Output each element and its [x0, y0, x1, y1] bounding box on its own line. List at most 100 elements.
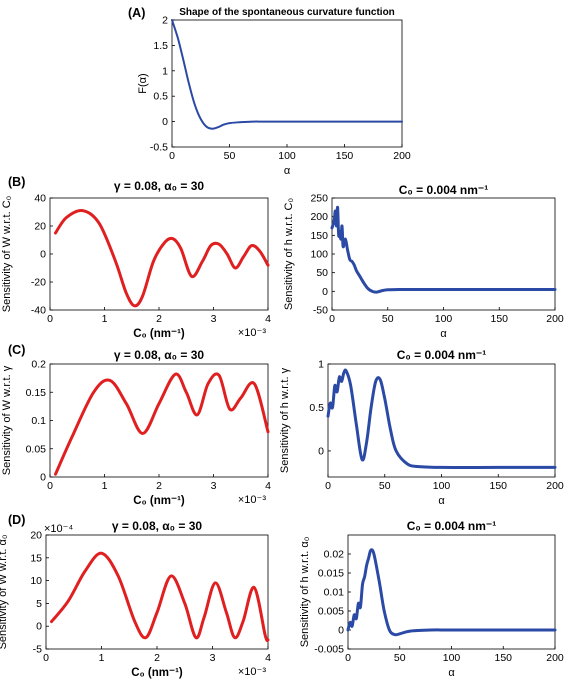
y-tick-label: -40 [31, 305, 46, 317]
y-tick-label: -50 [313, 305, 328, 317]
y-tick-label: 20 [34, 221, 46, 233]
plot-frame [49, 197, 269, 311]
y-axis-label: Sensitivity of h w.r.t. α₀ [299, 537, 311, 648]
x-tick-label: 200 [393, 150, 411, 162]
x-tick-label: 150 [490, 313, 508, 325]
x-tick-label: 2 [156, 313, 162, 325]
chart-c-left: 0 1 2 3 4 0 0.05 0.1 0.15 0.2 γ = 0.08, α₀ = 30 C₀ … [1, 348, 271, 507]
x-axis-label: C₀ (nm⁻¹) [133, 328, 185, 340]
x-tick-label: 150 [489, 480, 507, 492]
y-tick-label: 0 [322, 286, 328, 298]
y-tick-label: 250 [310, 193, 328, 205]
panel-label-d: (D) [8, 513, 25, 527]
y-tick-label: 0 [318, 445, 324, 457]
chart-title: γ = 0.08, α₀ = 30 [114, 348, 205, 362]
y-tick-label: 0 [162, 116, 168, 128]
x-tick-label: 4 [265, 313, 271, 325]
y-axis-label: Sensitivity of W w.r.t. γ [1, 365, 13, 475]
x-tick-label: 100 [433, 480, 451, 492]
y-tick-label: 1 [162, 65, 168, 77]
x-tick-label: 100 [278, 150, 296, 162]
x-exponent-label: ×10⁻³ [238, 494, 266, 506]
x-axis-label: α [438, 495, 445, 507]
chart-title: γ = 0.08, α₀ = 30 [114, 179, 205, 193]
y-tick-label: 100 [310, 249, 328, 261]
series-line [50, 551, 270, 643]
x-tick-label: 0 [325, 480, 331, 492]
y-tick-label: 0 [338, 625, 344, 637]
x-tick-label: 4 [265, 480, 271, 492]
panel-label-b: (B) [8, 175, 25, 189]
x-axis-label: α [284, 165, 291, 177]
chart-d-right: 0 50 100 150 200-0.00500.0050.010.0150.02C₀ … [299, 519, 564, 679]
x-axis-label: α [440, 328, 447, 340]
x-tick-label: 0 [43, 652, 49, 664]
x-tick-label: 50 [394, 652, 406, 664]
chart-b-left: 0 1 2 3 4 -40 -20 0 20 40 γ = 0.08, α₀ = 30 C₀ (nm⁻… [1, 179, 271, 340]
x-exponent-label: ×10⁻³ [238, 327, 266, 339]
y-tick-label: -0.005 [314, 644, 344, 656]
y-tick-label: 0.015 [318, 568, 344, 580]
y-tick-label: 0 [36, 621, 42, 633]
x-tick-label: 1 [102, 313, 108, 325]
x-tick-label: 4 [265, 652, 271, 664]
y-tick-label: 0.05 [26, 443, 47, 455]
x-tick-label: 3 [211, 480, 217, 492]
y-tick-label: 200 [310, 211, 328, 223]
y-tick-label: 5 [36, 598, 42, 610]
x-axis-label: C₀ (nm⁻¹) [133, 495, 185, 507]
y-tick-label: -20 [31, 277, 46, 289]
plot-frame [45, 534, 269, 650]
y-tick-label: 0.5 [153, 91, 168, 103]
panel-label-c: (C) [8, 343, 25, 357]
y-exponent-label: ×10⁻⁴ [44, 523, 73, 535]
y-tick-label: 0.2 [31, 359, 46, 371]
chart-title: Shape of the spontaneous curvature funct… [179, 7, 395, 18]
y-axis-label: Sensitivity of h w.r.t. γ [279, 367, 291, 473]
y-tick-label: 0 [40, 472, 46, 484]
x-tick-label: 3 [210, 652, 216, 664]
y-tick-label: 2 [162, 15, 168, 27]
y-tick-label: 0 [40, 249, 46, 261]
y-tick-label: -5 [33, 644, 42, 656]
series-line [330, 205, 557, 294]
y-tick-label: -0.5 [150, 142, 168, 154]
y-axis-label: F(α) [137, 73, 149, 93]
x-tick-label: 3 [211, 313, 217, 325]
x-tick-label: 200 [546, 480, 564, 492]
x-tick-label: 100 [443, 652, 461, 664]
chart-title: γ = 0.08, α₀ = 30 [112, 519, 203, 533]
x-tick-label: 2 [154, 652, 160, 664]
panel-label-a: (A) [128, 6, 145, 20]
series-line [326, 368, 557, 469]
y-axis-label: Sensitivity of W w.r.t. C₀ [1, 196, 13, 312]
y-tick-label: 40 [34, 193, 46, 205]
x-tick-label: 2 [156, 480, 162, 492]
x-tick-label: 1 [102, 480, 108, 492]
y-tick-label: 0.5 [309, 402, 324, 414]
chart-c-right: 0 50 100 150 200 0 0.5 1 C₀ = 0.004 nm⁻¹ α Sensiti… [279, 348, 564, 507]
y-tick-label: 10 [30, 575, 42, 587]
plot-frame [49, 363, 269, 478]
y-tick-label: 1 [318, 359, 324, 371]
series-line [171, 19, 403, 130]
y-tick-label: 0.005 [318, 606, 344, 618]
y-tick-label: 15 [30, 552, 42, 564]
y-axis-label: Sensitivity of W w.r.t. α₀ [0, 535, 9, 650]
y-tick-label: 20 [30, 530, 42, 542]
y-tick-label: 50 [316, 267, 328, 279]
x-tick-label: 0 [169, 150, 175, 162]
x-tick-label: 50 [379, 480, 391, 492]
x-tick-label: 150 [336, 150, 354, 162]
x-tick-label: 0 [329, 313, 335, 325]
y-tick-label: 0.1 [31, 415, 46, 427]
chart-title: C₀ = 0.004 nm⁻¹ [407, 519, 496, 533]
x-tick-label: 50 [224, 150, 236, 162]
x-tick-label: 50 [382, 313, 394, 325]
x-tick-label: 150 [494, 652, 512, 664]
y-tick-label: 0.01 [324, 587, 345, 599]
series-line [54, 208, 270, 308]
x-axis-label: C₀ (nm⁻¹) [131, 667, 183, 679]
